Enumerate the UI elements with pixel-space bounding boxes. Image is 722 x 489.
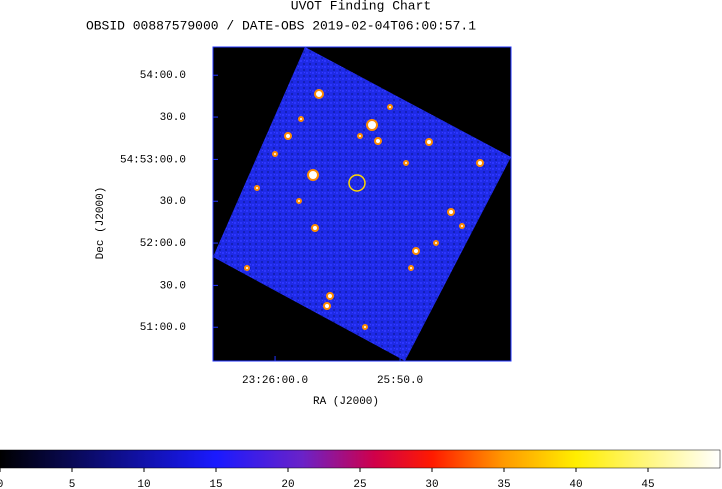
colorbar-tick-label: 35 bbox=[497, 479, 510, 489]
chart-subtitle: OBSID 00887579000 / DATE-OBS 2019-02-04T… bbox=[86, 18, 476, 33]
y-tick-label: 52:00.0 bbox=[140, 238, 186, 250]
target-circle bbox=[348, 174, 366, 192]
star bbox=[254, 185, 260, 191]
star bbox=[298, 116, 304, 122]
colorbar-tick-label: 30 bbox=[425, 479, 438, 489]
star bbox=[362, 324, 368, 330]
star bbox=[403, 160, 409, 166]
star bbox=[296, 198, 302, 204]
x-tick-label: 25:50.0 bbox=[377, 375, 423, 387]
star bbox=[447, 208, 455, 216]
star bbox=[272, 151, 278, 157]
y-axis-label: Dec (J2000) bbox=[95, 187, 107, 260]
star bbox=[311, 224, 319, 232]
y-tick-label: 54:53:00.0 bbox=[120, 154, 186, 166]
y-tick-label: 54:00.0 bbox=[140, 70, 186, 82]
y-tick-label: 30.0 bbox=[160, 196, 186, 208]
star bbox=[476, 159, 484, 167]
star bbox=[307, 169, 319, 181]
star bbox=[425, 138, 433, 146]
colorbar-tick-label: 10 bbox=[137, 479, 150, 489]
colorbar-tick-label: 0 bbox=[0, 479, 3, 489]
star bbox=[433, 240, 439, 246]
star bbox=[326, 292, 334, 300]
x-tick-label: 23:26:00.0 bbox=[242, 375, 308, 387]
star bbox=[412, 247, 420, 255]
exposure bbox=[213, 47, 511, 361]
stars bbox=[244, 89, 484, 330]
y-tick-label: 30.0 bbox=[160, 280, 186, 292]
star bbox=[387, 104, 393, 110]
star bbox=[408, 265, 414, 271]
colorbar-tick-label: 45 bbox=[641, 479, 654, 489]
star bbox=[314, 89, 324, 99]
star bbox=[244, 265, 250, 271]
star bbox=[459, 223, 465, 229]
colorbar-tick-label: 40 bbox=[569, 479, 582, 489]
colorbar-tick-label: 5 bbox=[69, 479, 76, 489]
colorbar-tick-label: 15 bbox=[209, 479, 222, 489]
x-axis-label: RA (J2000) bbox=[313, 396, 379, 408]
star bbox=[323, 302, 331, 310]
star bbox=[366, 119, 378, 131]
star bbox=[357, 133, 363, 139]
colorbar bbox=[0, 449, 721, 469]
chart-title: UVOT Finding Chart bbox=[291, 0, 431, 13]
y-tick-label: 51:00.0 bbox=[140, 322, 186, 334]
colorbar-tick-label: 20 bbox=[281, 479, 294, 489]
y-tick-label: 30.0 bbox=[160, 112, 186, 124]
colorbar-tick-label: 25 bbox=[353, 479, 366, 489]
star bbox=[284, 132, 292, 140]
star bbox=[374, 137, 382, 145]
